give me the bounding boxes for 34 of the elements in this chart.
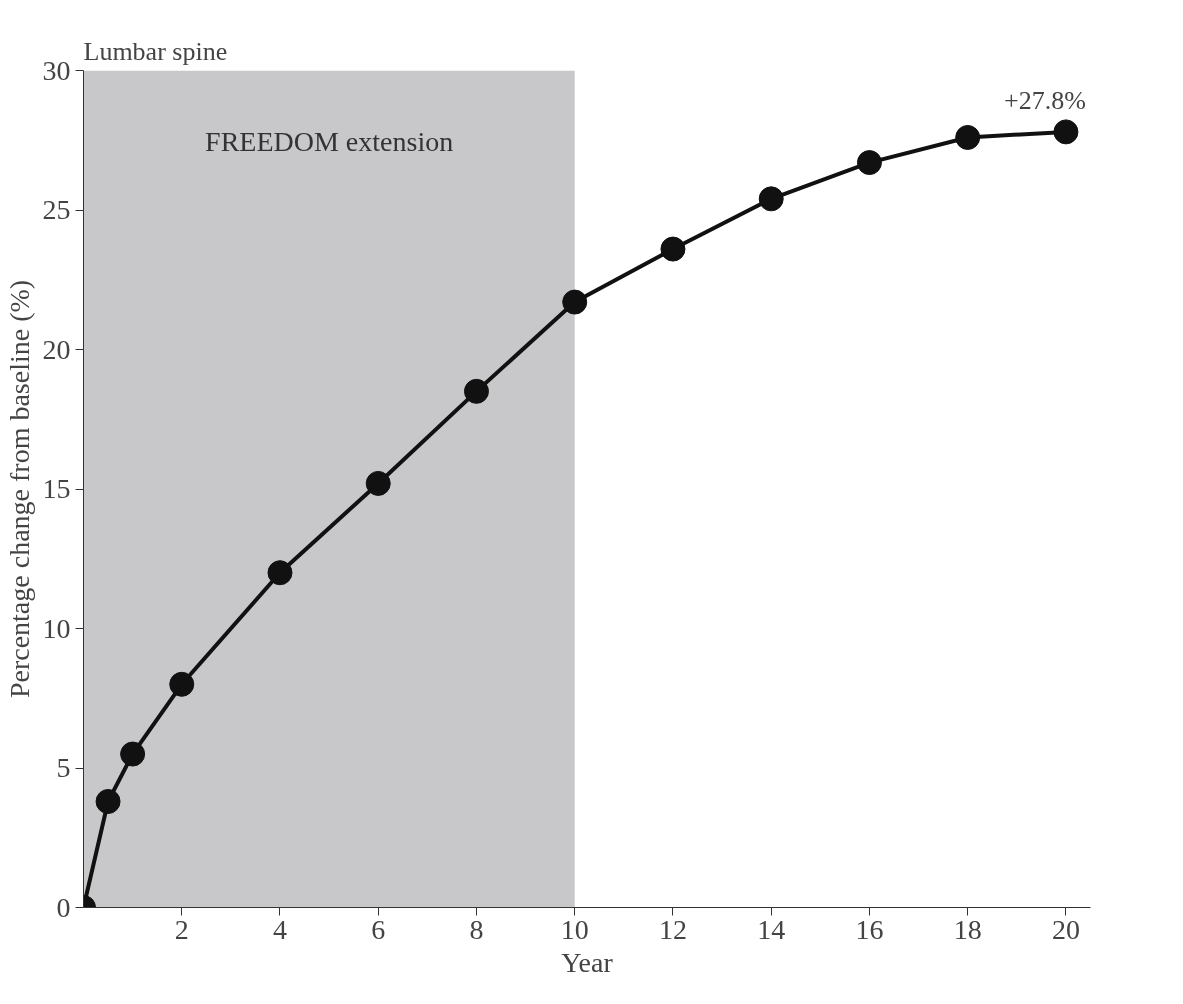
y-tick-label: 10 xyxy=(42,612,71,644)
x-tick-label: 16 xyxy=(855,913,884,945)
annotation: +27.8% xyxy=(1004,85,1086,115)
x-tick-label: 14 xyxy=(757,913,786,945)
x-tick-label: 4 xyxy=(272,913,287,945)
point xyxy=(169,671,195,697)
point xyxy=(660,236,686,262)
point xyxy=(365,470,391,496)
y-tick-label: 20 xyxy=(42,333,71,365)
x-tick-label: 8 xyxy=(469,913,484,945)
x-tick-label: 10 xyxy=(560,913,589,945)
band-label: FREEDOM extension xyxy=(205,125,454,157)
y-tick-label: 15 xyxy=(42,473,71,504)
point xyxy=(758,186,784,212)
point xyxy=(120,741,146,767)
y-tick-label: 0 xyxy=(56,891,71,923)
point xyxy=(463,378,489,404)
chart-title: Lumbar spine xyxy=(83,36,228,66)
point xyxy=(267,560,293,586)
y-tick-label: 25 xyxy=(42,194,71,225)
y-tick-label: 5 xyxy=(56,752,71,783)
point xyxy=(95,789,121,814)
point xyxy=(955,124,981,150)
x-tick-label: 12 xyxy=(658,913,687,945)
x-tick-label: 2 xyxy=(174,913,189,945)
x-tick-label: 20 xyxy=(1051,913,1080,945)
x-tick-label: 6 xyxy=(371,913,386,945)
x-axis-title: Year xyxy=(561,946,614,978)
y-axis-title: Percentage change from baseline (%) xyxy=(3,279,35,699)
y-tick-label: 30 xyxy=(42,54,71,86)
point xyxy=(1053,119,1079,145)
point xyxy=(562,289,588,315)
x-tick-label: 18 xyxy=(953,913,982,945)
point xyxy=(856,150,882,176)
